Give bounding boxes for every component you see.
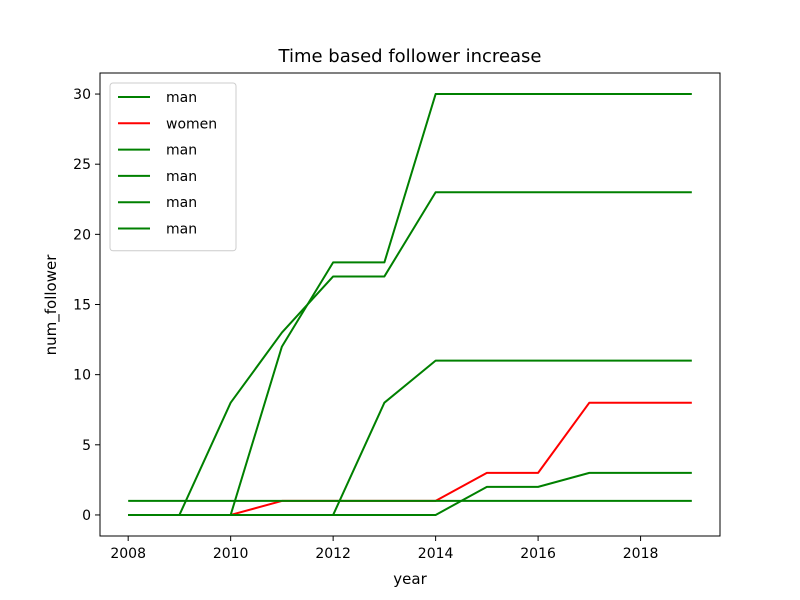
x-tick-label: 2010 [213,546,249,562]
x-tick-label: 2012 [315,546,351,562]
x-tick-label: 2008 [110,546,146,562]
y-tick-label: 15 [73,298,91,314]
legend-label: man [166,90,197,106]
legend: man women man man man man [109,82,237,252]
x-axis: 2008 2010 2012 2014 2016 2018 [110,536,658,562]
legend-label: man [166,169,197,185]
series-line-2-women [128,401,692,516]
series-line-5-man [128,471,692,516]
legend-label: man [166,222,197,238]
series-line-1-man [128,191,692,516]
y-axis-label: num_follower [42,254,61,356]
y-tick-label: 30 [73,87,91,103]
y-tick-label: 5 [82,438,91,454]
legend-label: man [166,143,197,159]
x-tick-label: 2014 [418,546,454,562]
legend-label: women [166,116,217,132]
series-line-6-man [128,359,692,516]
x-tick-label: 2018 [623,546,659,562]
chart-title: Time based follower increase [278,46,542,67]
x-tick-label: 2016 [520,546,556,562]
y-tick-label: 25 [73,157,91,173]
legend-box [109,82,237,252]
y-tick-label: 0 [82,508,91,524]
y-tick-label: 20 [73,227,91,243]
series-lines [128,93,692,516]
y-tick-label: 10 [73,368,91,384]
legend-label: man [166,195,197,211]
y-axis: 0 5 10 15 20 25 30 [73,87,100,524]
x-axis-label: year [393,570,427,588]
